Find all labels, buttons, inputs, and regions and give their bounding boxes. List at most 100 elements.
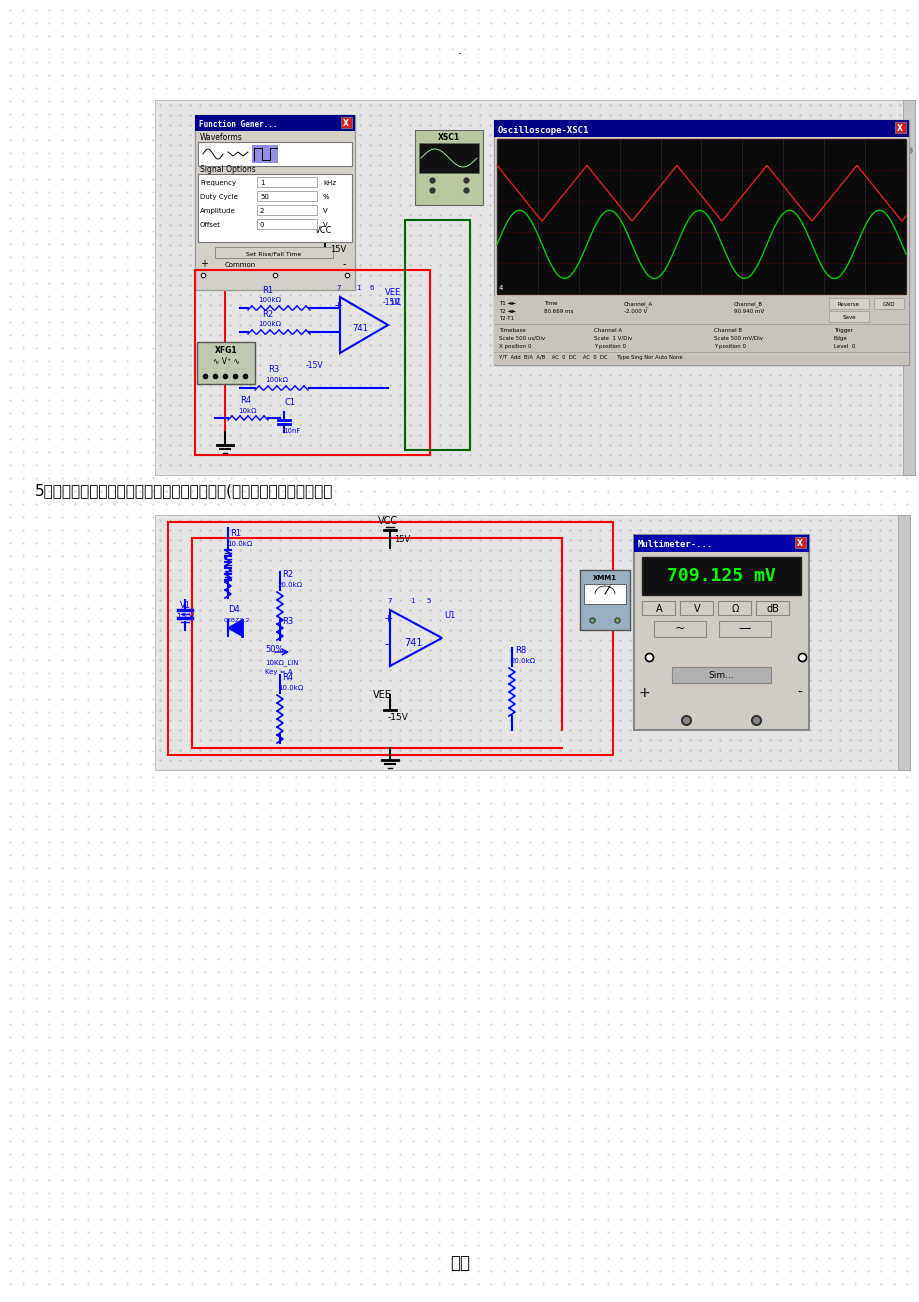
Text: R8: R8 [515, 646, 526, 655]
Text: 100kΩ: 100kΩ [257, 322, 280, 327]
Text: 4: 4 [498, 285, 503, 292]
Text: 80.669 ms: 80.669 ms [543, 309, 573, 314]
Text: -: - [343, 259, 346, 270]
Text: ∿ V⁺ ∿: ∿ V⁺ ∿ [212, 357, 239, 366]
Text: R3: R3 [282, 617, 293, 626]
Bar [197, 342, 255, 384]
Text: Save: Save [841, 315, 855, 320]
Text: XMM1: XMM1 [593, 575, 617, 581]
Text: Scale 500 mV/Div: Scale 500 mV/Div [713, 336, 762, 341]
Text: 0: 0 [260, 223, 265, 228]
Bar [755, 602, 789, 615]
Text: 741: 741 [403, 638, 422, 648]
Bar [894, 122, 905, 133]
Text: %: % [323, 194, 329, 201]
Text: 10nF: 10nF [283, 428, 301, 434]
Text: 1: 1 [260, 180, 265, 186]
Text: +: + [334, 301, 343, 311]
Bar [418, 143, 479, 173]
Bar [671, 667, 770, 684]
Text: -15V: -15V [388, 713, 408, 723]
Bar [633, 535, 808, 730]
Text: 100kΩ: 100kΩ [265, 378, 288, 383]
Text: Duty Cycle: Duty Cycle [199, 194, 238, 201]
Bar [828, 298, 868, 309]
Text: kHz: kHz [323, 180, 335, 186]
Text: -2.000 V: -2.000 V [623, 309, 647, 314]
Bar [584, 585, 625, 604]
Text: R1: R1 [230, 529, 241, 538]
Text: V: V [323, 208, 327, 214]
Text: 10.0kΩ: 10.0kΩ [278, 685, 303, 691]
Text: -15V: -15V [306, 361, 323, 370]
Bar [897, 516, 909, 769]
Text: 15V: 15V [393, 535, 410, 544]
Text: Scale 500 us/Div: Scale 500 us/Div [498, 336, 545, 341]
Bar [902, 100, 914, 475]
Bar [679, 602, 712, 615]
Text: ·: · [458, 48, 461, 61]
Text: Sim...: Sim... [708, 671, 733, 680]
Polygon shape [228, 620, 242, 635]
Text: R2: R2 [282, 570, 293, 579]
Text: +: + [199, 259, 208, 270]
Text: Scale  1 V/Div: Scale 1 V/Div [594, 336, 631, 341]
Text: 90.940 mV: 90.940 mV [733, 309, 764, 314]
Text: Timebase: Timebase [498, 328, 525, 333]
Text: X position 0: X position 0 [498, 344, 531, 349]
Text: -: - [796, 686, 801, 700]
Text: XSC1: XSC1 [437, 133, 460, 142]
Text: 20.0kΩ: 20.0kΩ [278, 582, 302, 589]
Text: Signal Options: Signal Options [199, 165, 255, 174]
Bar [256, 219, 317, 229]
Bar [633, 535, 808, 552]
Text: 50: 50 [260, 194, 268, 201]
Bar [494, 120, 908, 137]
Bar [828, 311, 868, 322]
Bar [717, 602, 750, 615]
Text: Offset: Offset [199, 223, 221, 228]
Text: Edge: Edge [834, 336, 846, 341]
Text: Trigger: Trigger [834, 328, 852, 333]
Text: ~: ~ [674, 622, 685, 635]
Text: D4: D4 [228, 605, 240, 615]
Text: 5．用运放构成一个输出电压连续可调的恒压源(要求用一个运放实现）；: 5．用运放构成一个输出电压连续可调的恒压源(要求用一个运放实现）； [35, 483, 333, 497]
Bar [252, 145, 278, 163]
Text: Common: Common [225, 262, 256, 268]
Text: 10kΩ: 10kΩ [238, 408, 256, 414]
Text: R4: R4 [240, 396, 251, 405]
Bar [641, 602, 675, 615]
Text: 5: 5 [425, 598, 430, 604]
Bar [414, 130, 482, 204]
Text: 10.0kΩ: 10.0kΩ [227, 542, 252, 547]
Bar [873, 298, 903, 309]
Bar [256, 204, 317, 215]
Bar [154, 100, 914, 475]
Bar [215, 247, 333, 258]
Text: 精品: 精品 [449, 1254, 470, 1272]
Text: Channel B: Channel B [713, 328, 742, 333]
Bar [168, 522, 612, 755]
Bar [719, 621, 770, 637]
Bar [341, 117, 352, 128]
Text: VCC: VCC [314, 227, 332, 234]
Text: A: A [655, 604, 662, 615]
Text: +: + [383, 615, 393, 624]
Text: —: — [738, 622, 751, 635]
Text: GND: GND [881, 302, 894, 307]
Bar [195, 115, 355, 290]
Text: V: V [693, 604, 699, 615]
Text: T1 ◄►: T1 ◄► [498, 301, 516, 306]
Text: V1: V1 [180, 602, 191, 611]
Text: Multimeter-...: Multimeter-... [637, 540, 712, 549]
Text: C1: C1 [285, 398, 296, 408]
Text: 15V: 15V [330, 245, 346, 254]
Bar [494, 120, 908, 365]
Text: Waveforms: Waveforms [199, 133, 243, 142]
Text: Y position 0: Y position 0 [594, 344, 625, 349]
Bar [653, 621, 705, 637]
Text: VEE: VEE [372, 690, 391, 700]
Text: VEE: VEE [384, 288, 401, 297]
Text: 7: 7 [335, 285, 340, 292]
Text: Y position 0: Y position 0 [713, 344, 745, 349]
